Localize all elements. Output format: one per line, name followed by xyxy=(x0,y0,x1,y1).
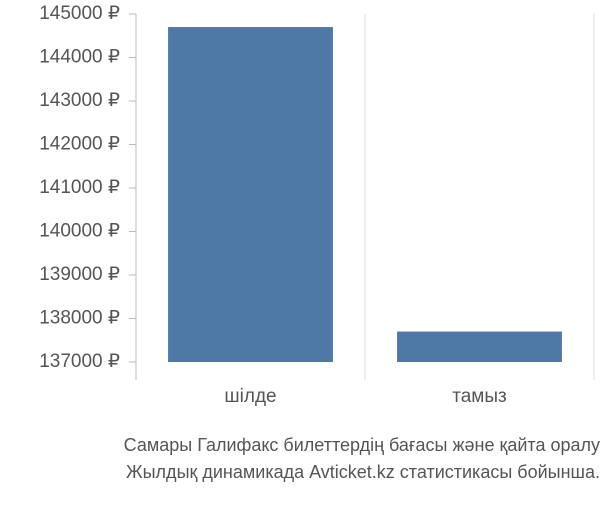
y-tick-label: 141000 ₽ xyxy=(39,177,120,198)
bar xyxy=(397,331,562,362)
x-tick-label: тамыз xyxy=(452,386,507,407)
y-tick-label: 142000 ₽ xyxy=(39,134,120,155)
caption-line: Самары Галифакс билеттердің бағасы және … xyxy=(124,435,600,455)
y-tick-label: 139000 ₽ xyxy=(39,264,120,285)
y-tick-label: 140000 ₽ xyxy=(39,221,120,242)
y-tick-label: 144000 ₽ xyxy=(39,47,120,68)
bar xyxy=(168,27,333,363)
y-tick-label: 138000 ₽ xyxy=(39,308,120,329)
caption-line: Жылдық динамикада Avticket.kz статистика… xyxy=(126,462,600,482)
y-tick-label: 145000 ₽ xyxy=(39,3,120,24)
y-tick-label: 137000 ₽ xyxy=(39,351,120,372)
y-tick-label: 143000 ₽ xyxy=(39,90,120,111)
x-tick-label: шілде xyxy=(224,386,276,407)
